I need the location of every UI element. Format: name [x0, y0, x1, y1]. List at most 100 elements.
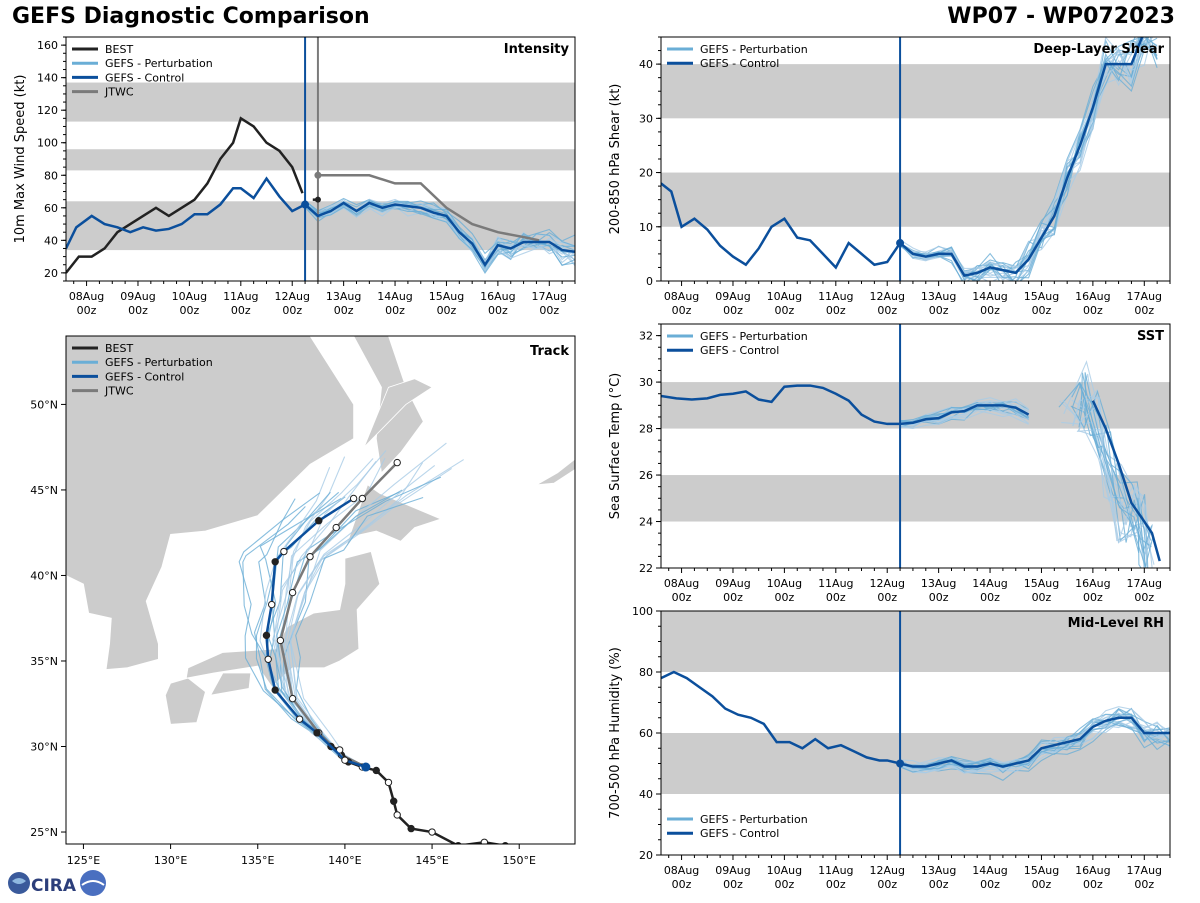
x-tick-sublabel: 00z — [877, 304, 897, 317]
x-tick-label: 10Aug — [767, 864, 802, 877]
y-tick-label: 40 — [639, 58, 653, 71]
y-tick-label: 80 — [639, 666, 653, 679]
perturbation-member-b — [1078, 417, 1153, 568]
x-tick-label: 17Aug — [1127, 864, 1162, 877]
x-tick-label: 10Aug — [767, 290, 802, 303]
threshold-band-0 — [661, 733, 1170, 794]
x-tick-label: 15Aug — [1024, 864, 1059, 877]
map-area — [66, 336, 575, 844]
x-tick-label: 15Aug — [1024, 290, 1059, 303]
best-track-point — [390, 797, 398, 805]
y-tick-label: 28 — [639, 423, 653, 436]
panel-intensity: 2040608010012014016008Aug00z09Aug00z10Au… — [13, 36, 576, 317]
plot-area-rh — [661, 611, 1170, 855]
control-track-point — [280, 547, 288, 556]
x-tick-sublabel: 00z — [1134, 878, 1154, 891]
x-tick-label: 14Aug — [972, 577, 1007, 590]
x-tick-sublabel: 00z — [1083, 591, 1103, 604]
x-tick-sublabel: 00z — [672, 304, 692, 317]
x-tick-sublabel: 00z — [929, 878, 949, 891]
x-tick-sublabel: 00z — [723, 878, 743, 891]
perturbation-member-b — [1071, 382, 1153, 554]
x-tick-sublabel: 00z — [980, 304, 1000, 317]
y-axis-label: 10m Max Wind Speed (kt) — [13, 75, 28, 244]
legend-label: GEFS - Control — [105, 370, 184, 383]
legend-label: GEFS - Perturbation — [105, 57, 213, 70]
current-position-point — [361, 762, 371, 772]
panel-title: Intensity — [504, 42, 570, 57]
y-tick-label: 60 — [44, 202, 58, 215]
x-tick-sublabel: 00z — [1083, 304, 1103, 317]
x-tick-sublabel: 00z — [385, 304, 405, 317]
x-tick-sublabel: 00z — [231, 304, 251, 317]
x-tick-label: 12Aug — [869, 577, 904, 590]
x-tick-label: 13Aug — [921, 577, 956, 590]
logo-text: CIRA — [31, 876, 77, 896]
control-init-point — [301, 200, 310, 209]
x-tick-label: 13Aug — [326, 290, 361, 303]
jtwc-track-point — [332, 523, 340, 532]
best-track-point — [454, 842, 462, 844]
x-tick-sublabel: 00z — [826, 878, 846, 891]
x-tick-label: 09Aug — [120, 290, 155, 303]
control-track-point — [313, 729, 321, 737]
best-track-point — [384, 778, 393, 787]
best-point — [314, 196, 321, 203]
perturbation-track — [295, 497, 424, 768]
y-tick-label: 20 — [639, 849, 653, 862]
legend-label: GEFS - Perturbation — [700, 330, 808, 343]
y-tick-label: 120 — [37, 104, 58, 117]
control-track-point — [271, 686, 279, 694]
perturbation-member — [899, 37, 1158, 279]
best-track-point — [335, 746, 344, 754]
jtwc-start-point — [314, 171, 322, 179]
x-tick-sublabel: 00z — [723, 304, 743, 317]
x-tick-sublabel: 00z — [437, 304, 457, 317]
cira-logo: CIRA — [4, 867, 108, 899]
control-init-point — [896, 759, 905, 768]
y-tick-label: 32 — [639, 330, 653, 343]
best-track-point — [407, 824, 415, 833]
legend-label: GEFS - Control — [700, 827, 779, 840]
control-track-point — [267, 600, 276, 609]
x-tick-label: 08Aug — [664, 864, 699, 877]
x-tick-sublabel: 00z — [877, 878, 897, 891]
control-line — [661, 37, 1144, 277]
panel-title: Track — [530, 344, 569, 359]
plot-area-shear — [661, 37, 1170, 281]
y-tick-label: 22 — [639, 562, 653, 575]
x-tick-sublabel: 00z — [723, 591, 743, 604]
x-tick-label: 11Aug — [818, 577, 853, 590]
plot-area-intensity — [66, 37, 575, 281]
jtwc-track-point — [393, 458, 401, 467]
y-tick-label: 60 — [639, 727, 653, 740]
x-tick-label: 16Aug — [1075, 864, 1110, 877]
threshold-band-1 — [66, 149, 575, 171]
x-tick-sublabel: 00z — [1134, 591, 1154, 604]
y-tick-label: 40 — [44, 234, 58, 247]
x-tick-label: 16Aug — [480, 290, 515, 303]
x-tick-sublabel: 00z — [672, 591, 692, 604]
x-tick-sublabel: 00z — [826, 591, 846, 604]
panel-shear: 01020304008Aug00z09Aug00z10Aug00z11Aug00… — [608, 36, 1171, 317]
legend-label: JTWC — [104, 86, 134, 99]
x-tick-label: 11Aug — [223, 290, 258, 303]
y-tick-label: 0 — [646, 275, 653, 288]
x-tick-label: 14Aug — [972, 290, 1007, 303]
x-tick-sublabel: 00z — [128, 304, 148, 317]
landmass-kuril-area — [363, 378, 433, 448]
x-tick-label: 15Aug — [1024, 577, 1059, 590]
x-tick-label: 150°E — [502, 854, 535, 867]
x-tick-sublabel: 00z — [77, 304, 97, 317]
y-tick-label: 80 — [44, 169, 58, 182]
best-track-point — [393, 811, 401, 819]
legend-label: GEFS - Control — [700, 57, 779, 70]
y-tick-label: 100 — [37, 137, 58, 150]
x-tick-label: 14Aug — [377, 290, 412, 303]
perturbation-member — [900, 717, 1170, 769]
x-tick-sublabel: 00z — [775, 304, 795, 317]
landmass-asia-korea — [66, 336, 355, 670]
plot-area-sst — [661, 324, 1170, 568]
x-tick-label: 08Aug — [69, 290, 104, 303]
